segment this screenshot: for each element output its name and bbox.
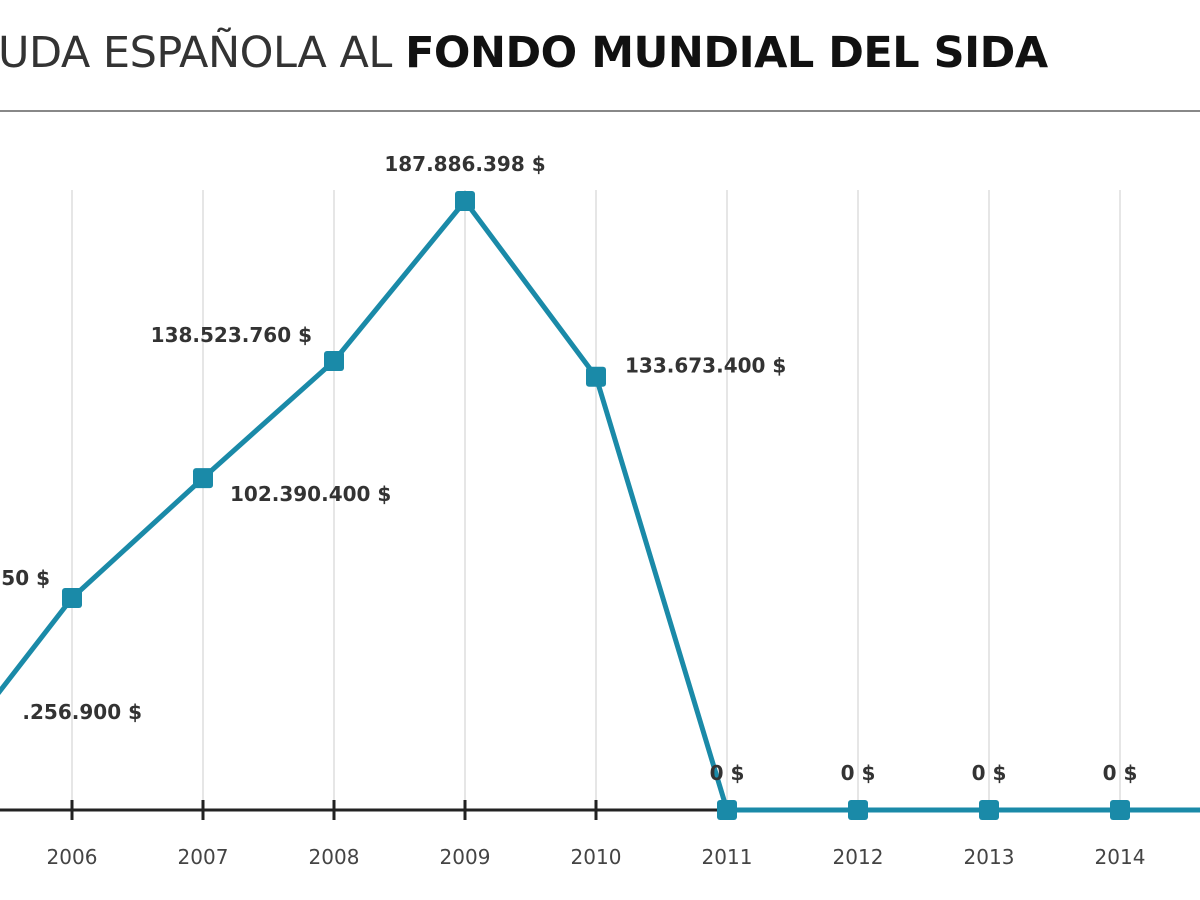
data-label: 0 $ xyxy=(1103,761,1138,785)
data-label: 133.673.400 $ xyxy=(625,354,786,378)
data-label: 187.886.398 $ xyxy=(384,152,545,176)
data-label: 138.523.760 $ xyxy=(151,323,312,347)
data-label: 50 $ xyxy=(1,566,50,590)
x-tick-label: 2007 xyxy=(178,845,229,869)
data-label: .256.900 $ xyxy=(22,700,142,724)
data-point xyxy=(324,351,344,372)
x-tick-label: 2013 xyxy=(964,845,1015,869)
data-point xyxy=(848,800,868,820)
data-label: 0 $ xyxy=(710,761,745,785)
data-point xyxy=(455,191,475,211)
data-label: 0 $ xyxy=(841,761,876,785)
title-light: UDA ESPAÑOLA AL xyxy=(0,28,406,78)
x-tick-label: 2009 xyxy=(440,845,491,869)
data-point xyxy=(717,800,737,820)
data-label: 0 $ xyxy=(972,761,1007,785)
x-tick-label: 2011 xyxy=(702,845,753,869)
x-tick-label: 2012 xyxy=(833,845,884,869)
x-tick-label: 2010 xyxy=(571,845,622,869)
x-tick-label: 2008 xyxy=(309,845,360,869)
data-point xyxy=(979,800,999,820)
title-bold: FONDO MUNDIAL DEL SIDA xyxy=(405,28,1048,78)
chart-title: UDA ESPAÑOLA AL FONDO MUNDIAL DEL SIDA xyxy=(0,28,1048,78)
data-label: 102.390.400 $ xyxy=(230,482,391,506)
data-point xyxy=(586,366,606,387)
data-point xyxy=(1110,800,1130,820)
data-point xyxy=(62,588,82,609)
data-point xyxy=(193,468,213,489)
title-divider xyxy=(0,110,1200,112)
x-tick-label: 2006 xyxy=(47,845,98,869)
x-tick-label: 2014 xyxy=(1095,845,1146,869)
series-line xyxy=(0,198,1200,813)
